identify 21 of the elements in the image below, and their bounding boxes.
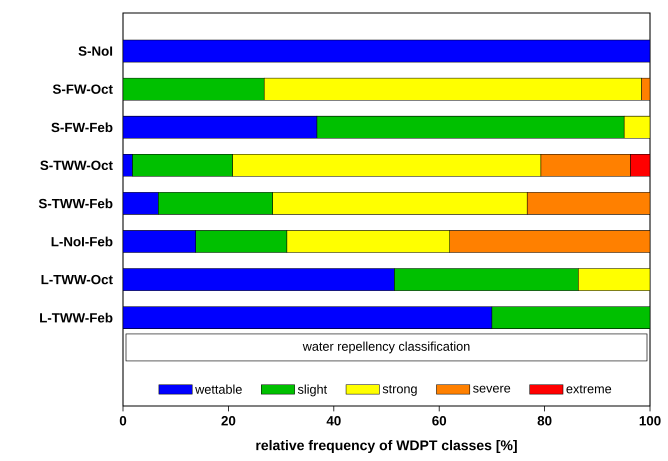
y-tick-label: S-FW-Oct <box>52 84 113 94</box>
legend-title: water repellency classification <box>302 342 470 354</box>
legend-label: severe <box>473 386 510 393</box>
x-tick-label: 40 <box>326 416 341 426</box>
x-tick-label: 100 <box>640 416 661 426</box>
y-tick-label: L-TWW-Oct <box>42 274 113 284</box>
y-tick-label: S-NoI <box>78 46 112 56</box>
x-axis-title: relative frequency of WDPT classes [%] <box>256 440 517 454</box>
legend-label: slight <box>298 384 328 396</box>
x-tick-label: 20 <box>221 416 236 426</box>
y-tick-label: L-TWW-Feb <box>40 312 112 323</box>
y-tick-label: L-NoI-Feb <box>52 236 112 246</box>
legend-label: extreme <box>566 385 612 394</box>
y-tick-label: S-FW-Feb <box>51 122 112 132</box>
legend-label: wettable <box>195 384 242 394</box>
x-tick-label: 0 <box>120 416 126 426</box>
y-tick-label: S-TWW-Feb <box>38 198 112 208</box>
legend-label: strong <box>382 385 417 396</box>
y-tick-label: S-TWW-Oct <box>40 160 113 170</box>
x-tick-label: 60 <box>432 416 446 426</box>
x-tick-label: 80 <box>538 416 552 426</box>
